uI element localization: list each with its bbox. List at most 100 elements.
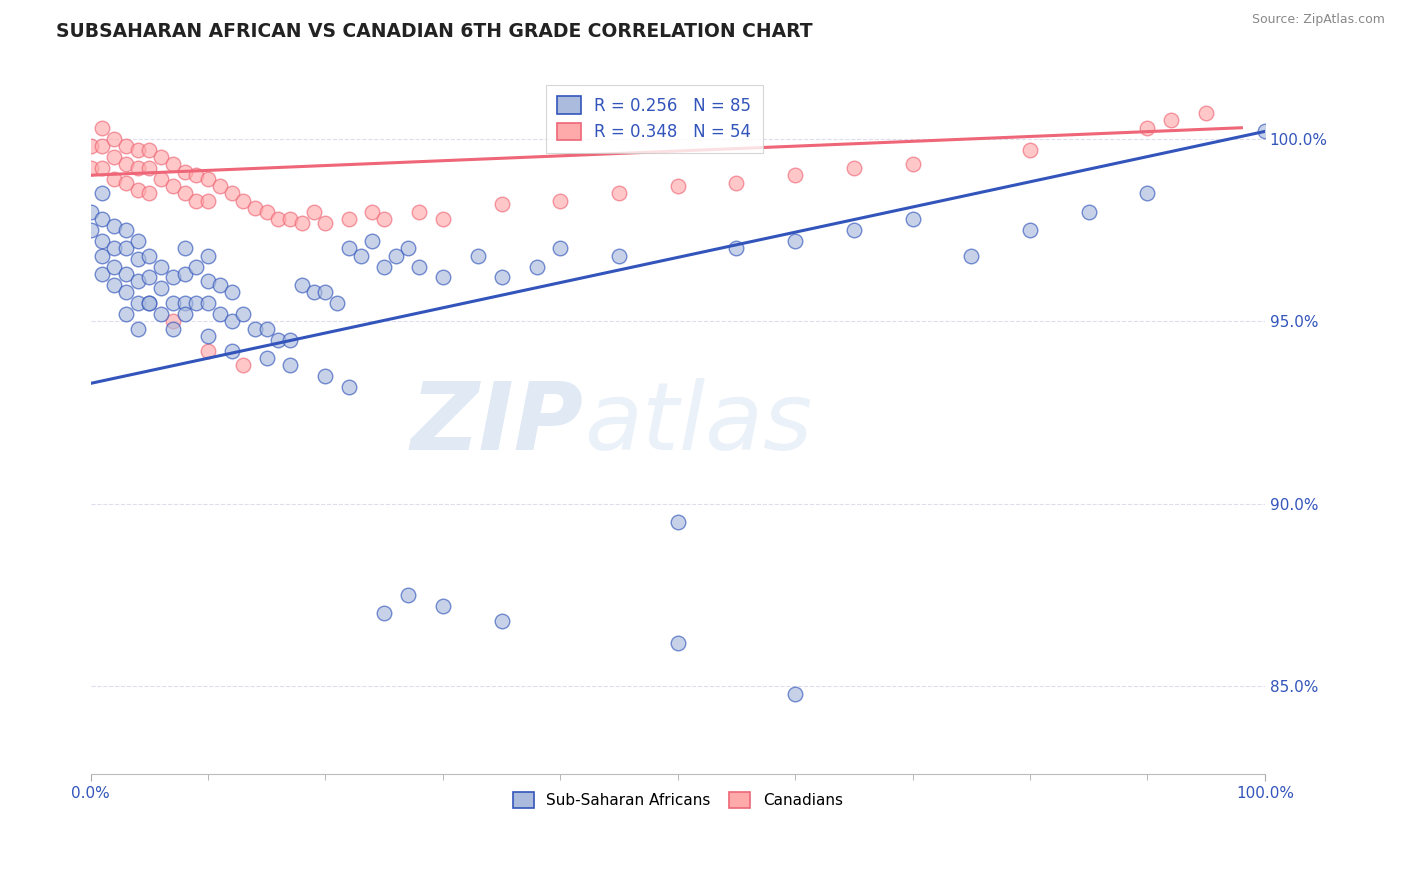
Point [79, 223, 101, 237]
Point [162, 157, 184, 171]
Point [373, 607, 395, 621]
Point [607, 249, 630, 263]
Point [138, 296, 160, 310]
Point [91, 249, 114, 263]
Point [127, 161, 149, 175]
Point [337, 212, 360, 227]
Point [127, 234, 149, 248]
Point [243, 201, 266, 215]
Point [550, 241, 572, 255]
Text: atlas: atlas [583, 378, 813, 469]
Point [186, 168, 208, 182]
Point [256, 351, 278, 365]
Point [127, 296, 149, 310]
Point [173, 241, 195, 255]
Point [842, 161, 865, 175]
Point [197, 172, 219, 186]
Point [173, 164, 195, 178]
Point [1195, 106, 1218, 120]
Point [314, 216, 336, 230]
Point [173, 186, 195, 201]
Point [1019, 143, 1042, 157]
Point [162, 296, 184, 310]
Point [115, 176, 138, 190]
Point [103, 241, 125, 255]
Point [1254, 124, 1277, 138]
Point [197, 274, 219, 288]
Point [373, 260, 395, 274]
Point [256, 321, 278, 335]
Point [607, 186, 630, 201]
Point [91, 161, 114, 175]
Point [785, 168, 807, 182]
Point [725, 241, 748, 255]
Point [115, 307, 138, 321]
Point [162, 321, 184, 335]
Point [138, 143, 160, 157]
Point [150, 281, 173, 295]
Point [1136, 186, 1159, 201]
Text: ZIP: ZIP [411, 377, 583, 469]
Point [162, 314, 184, 328]
Point [103, 172, 125, 186]
Point [150, 150, 173, 164]
Point [103, 132, 125, 146]
Point [267, 333, 290, 347]
Point [221, 314, 243, 328]
Point [115, 267, 138, 281]
Point [302, 204, 325, 219]
Point [526, 260, 548, 274]
Point [186, 260, 208, 274]
Point [138, 161, 160, 175]
Point [267, 212, 290, 227]
Point [1160, 113, 1182, 128]
Point [91, 139, 114, 153]
Point [138, 186, 160, 201]
Point [208, 307, 231, 321]
Point [162, 179, 184, 194]
Point [91, 234, 114, 248]
Point [278, 212, 301, 227]
Point [162, 270, 184, 285]
Point [396, 241, 419, 255]
Point [278, 333, 301, 347]
Point [150, 260, 173, 274]
Point [103, 277, 125, 292]
Point [467, 249, 489, 263]
Point [173, 307, 195, 321]
Point [314, 369, 336, 384]
Point [550, 194, 572, 208]
Point [127, 321, 149, 335]
Point [337, 241, 360, 255]
Point [337, 380, 360, 394]
Point [173, 267, 195, 281]
Point [197, 194, 219, 208]
Point [901, 157, 924, 171]
Point [138, 270, 160, 285]
Point [79, 161, 101, 175]
Point [291, 216, 314, 230]
Point [127, 183, 149, 197]
Point [361, 234, 384, 248]
Point [785, 687, 807, 701]
Point [243, 321, 266, 335]
Point [186, 296, 208, 310]
Point [666, 635, 689, 649]
Point [103, 150, 125, 164]
Point [901, 212, 924, 227]
Point [278, 358, 301, 372]
Point [91, 120, 114, 135]
Point [197, 249, 219, 263]
Point [1019, 223, 1042, 237]
Legend: Sub-Saharan Africans, Canadians: Sub-Saharan Africans, Canadians [505, 784, 851, 815]
Point [256, 204, 278, 219]
Point [197, 343, 219, 358]
Point [115, 223, 138, 237]
Point [232, 307, 254, 321]
Point [150, 307, 173, 321]
Point [91, 267, 114, 281]
Point [785, 234, 807, 248]
Text: SUBSAHARAN AFRICAN VS CANADIAN 6TH GRADE CORRELATION CHART: SUBSAHARAN AFRICAN VS CANADIAN 6TH GRADE… [56, 22, 813, 41]
Point [221, 285, 243, 299]
Point [221, 343, 243, 358]
